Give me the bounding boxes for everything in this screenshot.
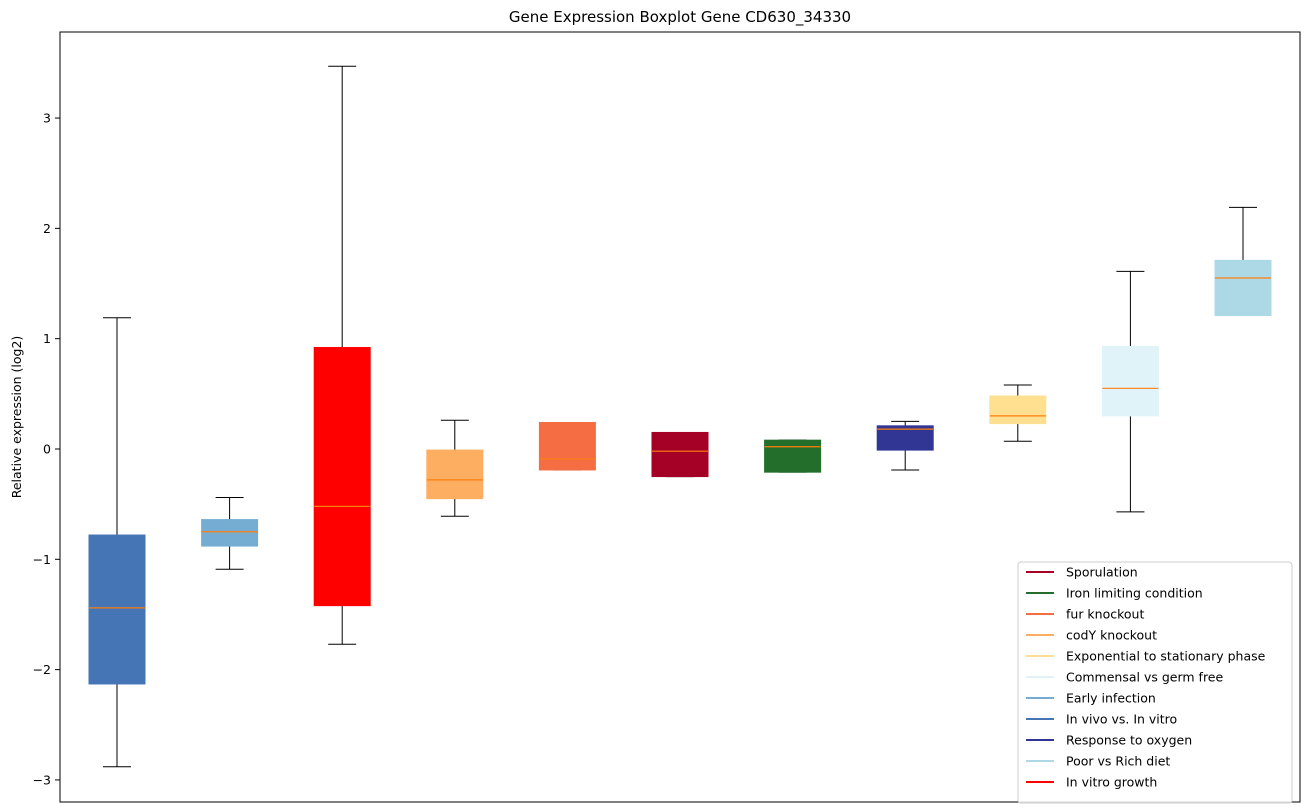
legend-label: Response to oxygen xyxy=(1066,733,1192,748)
box-1 xyxy=(88,317,146,768)
box-body xyxy=(876,425,934,451)
box-4 xyxy=(426,419,484,517)
y-axis-label: Relative expression (log2) xyxy=(9,336,24,499)
box-11 xyxy=(1214,206,1272,317)
legend-label: codY knockout xyxy=(1066,628,1157,643)
box-body xyxy=(1101,345,1159,417)
y-tick-label: 2 xyxy=(43,221,51,236)
box-body xyxy=(201,519,259,547)
box-body xyxy=(88,534,146,685)
box-7 xyxy=(764,439,822,473)
y-tick-label: −1 xyxy=(33,552,51,567)
y-axis: −3 −2 −1 0 1 2 3 xyxy=(33,111,60,787)
y-tick-label: 3 xyxy=(43,111,51,126)
box-body xyxy=(313,347,371,607)
legend-frame xyxy=(1017,561,1293,804)
legend-label: Sporulation xyxy=(1066,565,1138,580)
legend-label: Exponential to stationary phase xyxy=(1066,649,1266,664)
box-6 xyxy=(651,431,709,478)
box-body xyxy=(651,431,709,478)
box-body xyxy=(764,439,822,473)
boxes-group xyxy=(88,65,1272,768)
y-tick-label: 0 xyxy=(43,441,51,456)
box-10 xyxy=(1101,270,1159,513)
chart-title: Gene Expression Boxplot Gene CD630_34330 xyxy=(509,8,851,27)
legend-label: In vitro growth xyxy=(1066,775,1157,790)
legend-label: Commensal vs germ free xyxy=(1066,670,1223,685)
y-tick-label: 1 xyxy=(43,331,51,346)
legend-label: Iron limiting condition xyxy=(1066,586,1203,601)
legend-label: Poor vs Rich diet xyxy=(1066,754,1170,769)
box-5 xyxy=(538,422,596,471)
box-body xyxy=(1214,259,1272,317)
box-body xyxy=(538,422,596,471)
box-9 xyxy=(989,384,1047,442)
box-2 xyxy=(201,497,259,570)
legend: Sporulation Iron limiting condition fur kn… xyxy=(1017,561,1293,804)
legend-label: fur knockout xyxy=(1066,607,1144,622)
y-tick-label: −2 xyxy=(33,662,51,677)
box-8 xyxy=(876,420,934,471)
legend-label: In vivo vs. In vitro xyxy=(1066,712,1177,727)
legend-label: Early infection xyxy=(1066,691,1156,706)
plot-frame xyxy=(59,31,1301,803)
y-tick-label: −3 xyxy=(33,772,51,787)
box-3 xyxy=(313,65,371,645)
box-body xyxy=(426,449,484,500)
box-body xyxy=(989,395,1047,425)
